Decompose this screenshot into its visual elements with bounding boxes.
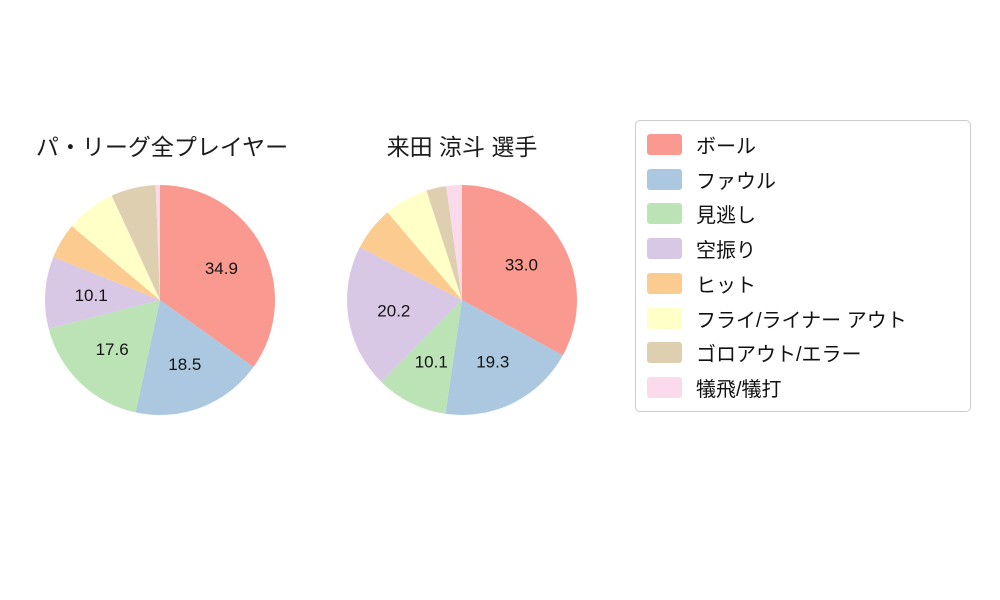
pie-value-label: 33.0 <box>505 255 538 274</box>
pie-slice <box>48 300 160 413</box>
chart-title-right: 来田 涼斗 選手 <box>386 134 538 160</box>
pie-value-label: 10.1 <box>415 352 448 371</box>
legend-item: ヒット <box>636 266 970 301</box>
pie-value-label: 20.2 <box>377 301 410 320</box>
pie-value-label: 18.5 <box>168 355 201 374</box>
pie-slice <box>155 185 160 300</box>
pie-value-label: 19.3 <box>476 352 509 371</box>
pie-slice <box>426 186 462 300</box>
pie-chart-right: 33.0 19.3 10.1 20.2 <box>346 185 578 415</box>
legend-label: フライ/ライナー アウト <box>696 309 907 332</box>
legend-label: 見逃し <box>696 205 756 228</box>
legend-label: ヒット <box>696 274 756 297</box>
chart-title-left: パ・リーグ全プレイヤー <box>35 134 289 160</box>
pie-slice <box>446 185 462 300</box>
pie-slice <box>387 190 462 300</box>
legend-swatch <box>647 272 682 294</box>
pie-slice <box>71 195 160 300</box>
legend: ボールファウル見逃し空振りヒットフライ/ライナー アウト ゴロアウト/エラー 犠飛/… <box>635 120 971 412</box>
legend-swatch <box>647 238 682 260</box>
pie-slice <box>111 185 160 300</box>
pie-value-label: 34.9 <box>205 259 238 278</box>
legend-item: ファウル <box>636 162 970 197</box>
legend-item: 犠飛/犠打 <box>636 370 970 405</box>
pie-slice <box>359 212 462 300</box>
legend-swatch <box>647 133 682 155</box>
pie-slice <box>44 256 160 329</box>
pie-slice <box>160 185 276 368</box>
legend-item: 空振り <box>636 231 970 266</box>
pie-slice <box>135 300 254 416</box>
legend-item: ボール <box>636 127 970 162</box>
legend-label: 空振り <box>696 240 756 263</box>
pie-slice <box>381 300 462 414</box>
legend-label: 犠飛/犠打 <box>696 379 782 402</box>
legend-swatch <box>647 203 682 225</box>
legend-item: ゴロアウト/エラー <box>636 336 970 371</box>
pie-slice <box>53 226 161 300</box>
legend-label: ボール <box>696 135 756 158</box>
pie-value-label: 10.1 <box>75 286 108 305</box>
pie-slice <box>462 185 578 356</box>
legend-label: ゴロアウト/エラー <box>696 344 862 367</box>
legend-swatch <box>647 377 682 399</box>
legend-swatch <box>647 307 682 329</box>
legend-item: 見逃し <box>636 197 970 232</box>
legend-swatch <box>647 342 682 364</box>
legend-item: フライ/ライナー アウト <box>636 301 970 336</box>
legend-label: ファウル <box>696 170 776 193</box>
legend-swatch <box>647 168 682 190</box>
pie-value-label: 17.6 <box>96 340 129 359</box>
pie-slice <box>346 247 462 382</box>
pie-slice <box>445 300 563 415</box>
pie-chart-left: 34.9 18.5 17.6 10.1 <box>44 185 276 416</box>
